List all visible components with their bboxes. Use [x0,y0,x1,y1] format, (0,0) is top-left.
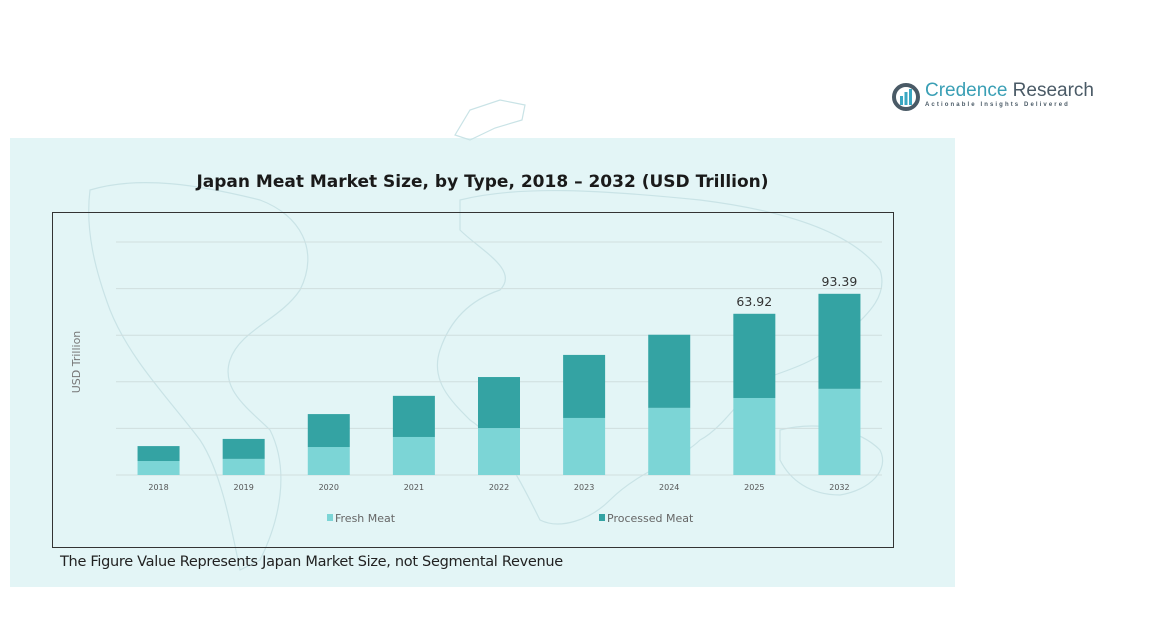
bar-processed-meat-2018 [137,446,180,462]
data-label-2032: 93.39 [822,274,858,289]
logo-icon [892,83,920,111]
brand-name-part1: Credence [925,80,1008,101]
legend-label-fresh-meat: Fresh Meat [335,512,396,525]
bar-fresh-meat-2020 [307,447,350,475]
footnote: The Figure Value Represents Japan Market… [60,554,563,570]
bar-fresh-meat-2021 [392,436,435,475]
bar-fresh-meat-2023 [563,417,606,475]
bar-processed-meat-2021 [392,395,435,437]
x-tick-label-2021: 2021 [404,483,424,492]
x-tick-label-2025: 2025 [744,483,764,492]
bar-processed-meat-2024 [648,334,691,408]
bar-fresh-meat-2032 [818,388,861,475]
brand-tagline: Actionable Insights Delivered [925,102,1070,108]
x-tick-label-2024: 2024 [659,483,679,492]
bars [137,293,861,475]
x-tick-label-2022: 2022 [489,483,509,492]
brand-name: Credence Research [925,80,1094,102]
bar-processed-meat-2032 [818,293,861,389]
legend-label-processed-meat: Processed Meat [607,512,694,525]
data-label-2025: 63.92 [736,294,772,309]
bar-fresh-meat-2019 [222,458,265,475]
labels: 2018 2019 2020 2021 2022 2023 2024 2025 63.92 203… [148,274,857,492]
x-tick-label-2023: 2023 [574,483,594,492]
x-tick-label-2032: 2032 [829,483,849,492]
bar-processed-meat-2022 [478,377,520,429]
x-tick-label-2019: 2019 [233,483,253,492]
bar-fresh-meat-2018 [137,461,180,475]
legend-swatch-processed-meat [599,514,605,521]
bar-processed-meat-2023 [563,354,606,418]
brand-logo: Credence Research Actionable Insights De… [891,80,1094,116]
y-axis-label: USD Trillion [70,331,83,394]
bar-fresh-meat-2024 [648,407,691,475]
chart-frame [52,212,894,548]
x-tick-label-2020: 2020 [319,483,339,492]
brand-name-part2: Research [1007,80,1094,101]
bar-processed-meat-2019 [222,438,265,459]
bar-processed-meat-2025 [733,313,776,398]
bar-fresh-meat-2025 [733,397,776,475]
bar-processed-meat-2020 [307,414,350,448]
chart-title: Japan Meat Market Size, by Type, 2018 – … [196,172,769,192]
bar-fresh-meat-2022 [478,428,520,475]
legend: Fresh Meat Processed Meat [327,512,694,525]
x-tick-label-2018: 2018 [148,483,168,492]
legend-swatch-fresh-meat [327,514,333,521]
